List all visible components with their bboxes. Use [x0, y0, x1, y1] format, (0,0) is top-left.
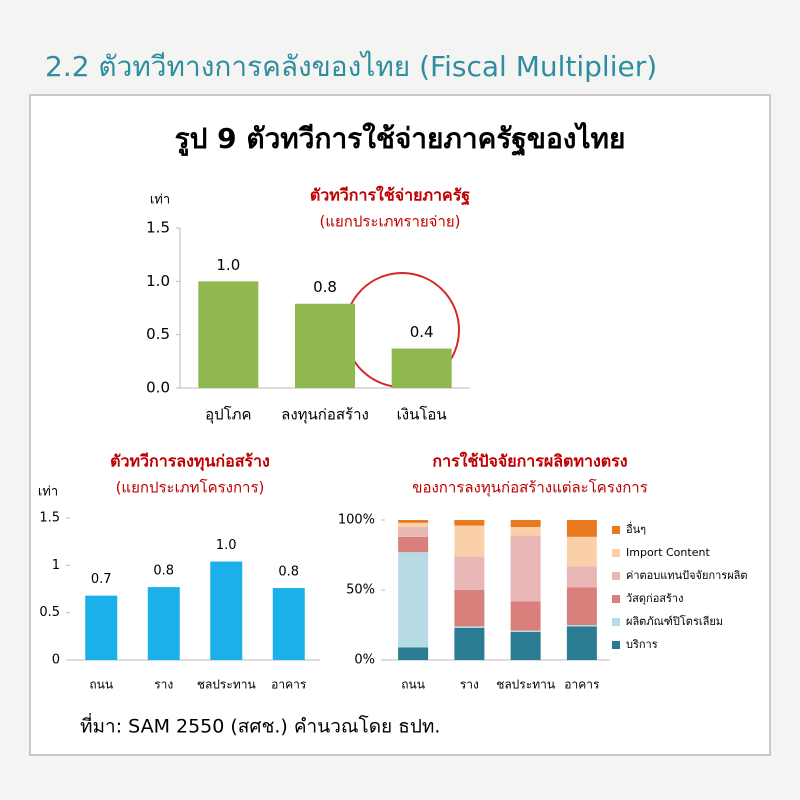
chart-title: ตัวทวีการใช้จ่ายภาครัฐ: [310, 186, 470, 206]
x-tick-label: ราง: [460, 678, 479, 692]
y-tick-label: 0: [52, 653, 60, 668]
chart-title: การใช้ปัจจัยการผลิตทางตรง: [432, 452, 627, 471]
value-label: 0.4: [410, 323, 434, 341]
x-tick-label: ลงทุนก่อสร้าง: [281, 406, 369, 425]
value-label: 1.0: [216, 256, 240, 274]
legend-swatch: [612, 618, 620, 626]
x-tick-label: อุปโภค: [205, 406, 252, 425]
bar: [272, 588, 305, 660]
bar-segment: [454, 590, 485, 627]
x-tick-label: อาคาร: [564, 678, 600, 692]
bar-segment: [510, 520, 541, 527]
x-tick-label: ชลประทาน: [496, 678, 555, 692]
y-tick-label: 1.0: [146, 272, 170, 290]
legend-swatch: [612, 549, 620, 557]
bar-segment: [454, 626, 485, 628]
y-axis-label: เท่า: [150, 193, 170, 208]
x-tick-label: เงินโอน: [397, 406, 447, 424]
value-label: 0.8: [278, 565, 299, 580]
y-axis-label: เท่า: [38, 485, 58, 500]
bar-segment: [566, 625, 597, 627]
legend-swatch: [612, 526, 620, 534]
value-label: 0.7: [91, 572, 112, 587]
bar-segment: [510, 630, 541, 632]
source-note: ที่มา: SAM 2550 (สศช.) คำนวณโดย ธปท.: [80, 713, 440, 738]
chart-title: ตัวทวีการลงทุนก่อสร้าง: [110, 452, 270, 472]
bar-segment: [398, 647, 429, 660]
bar-segment: [566, 566, 597, 588]
chart-subtitle: ของการลงทุนก่อสร้างแต่ละโครงการ: [412, 479, 648, 498]
bar-segment: [510, 601, 541, 631]
legend-label: ค่าตอบแทนปัจจัยการผลิต: [626, 569, 748, 582]
bar-segment: [510, 632, 541, 660]
y-tick-label: 100%: [338, 513, 375, 528]
bar-segment: [398, 536, 429, 553]
legend-label: ผลิตภัณฑ์ปิโตรเลียม: [626, 614, 723, 628]
chart-subtitle: (แยกประเภทรายจ่าย): [319, 213, 460, 231]
x-tick-label: ถนน: [89, 678, 113, 692]
bar-segment: [398, 520, 429, 523]
y-tick-label: 0.5: [39, 605, 60, 620]
bar-segment: [510, 535, 541, 602]
bar-segment: [454, 627, 485, 660]
figure-title: รูป 9 ตัวทวีการใช้จ่ายภาครัฐของไทย: [175, 122, 626, 157]
x-tick-label: ถนน: [401, 678, 425, 692]
bar-segment: [566, 587, 597, 625]
y-tick-label: 1.5: [146, 219, 170, 237]
legend-label: อื่นๆ: [626, 521, 646, 536]
bar-segment: [398, 552, 429, 648]
y-tick-label: 1: [52, 558, 60, 573]
y-tick-label: 0%: [354, 653, 375, 668]
bar-segment: [454, 556, 485, 590]
y-tick-label: 0.5: [146, 325, 170, 343]
bar-segment: [398, 527, 429, 537]
chart-subtitle: (แยกประเภทโครงการ): [116, 479, 265, 497]
bar-segment: [398, 522, 429, 527]
bar-segment: [566, 626, 597, 660]
bar-segment: [454, 520, 485, 526]
value-label: 0.8: [153, 564, 174, 579]
bar: [210, 561, 243, 660]
legend-label: วัสดุก่อสร้าง: [626, 592, 683, 605]
bar-segment: [454, 525, 485, 557]
y-tick-label: 1.5: [39, 511, 60, 526]
bar-segment: [566, 520, 597, 537]
bar: [295, 303, 355, 388]
bar: [85, 595, 118, 660]
legend-label: Import Content: [626, 546, 710, 559]
bar: [391, 348, 452, 388]
x-tick-label: ราง: [154, 678, 173, 692]
slide-header: 2.2 ตัวทวีทางการคลังของไทย (Fiscal Multi…: [45, 50, 657, 83]
value-label: 1.0: [216, 538, 237, 553]
legend-swatch: [612, 595, 620, 603]
bar-segment: [566, 536, 597, 567]
y-tick-label: 50%: [346, 583, 375, 598]
legend-swatch: [612, 641, 620, 649]
bar: [198, 281, 259, 388]
legend-swatch: [612, 572, 620, 580]
legend-label: บริการ: [626, 638, 658, 651]
y-tick-label: 0.0: [146, 379, 170, 397]
bar: [147, 587, 180, 660]
value-label: 0.8: [313, 278, 337, 296]
x-tick-label: ชลประทาน: [197, 678, 256, 692]
x-tick-label: อาคาร: [271, 678, 307, 692]
bar-segment: [510, 527, 541, 536]
